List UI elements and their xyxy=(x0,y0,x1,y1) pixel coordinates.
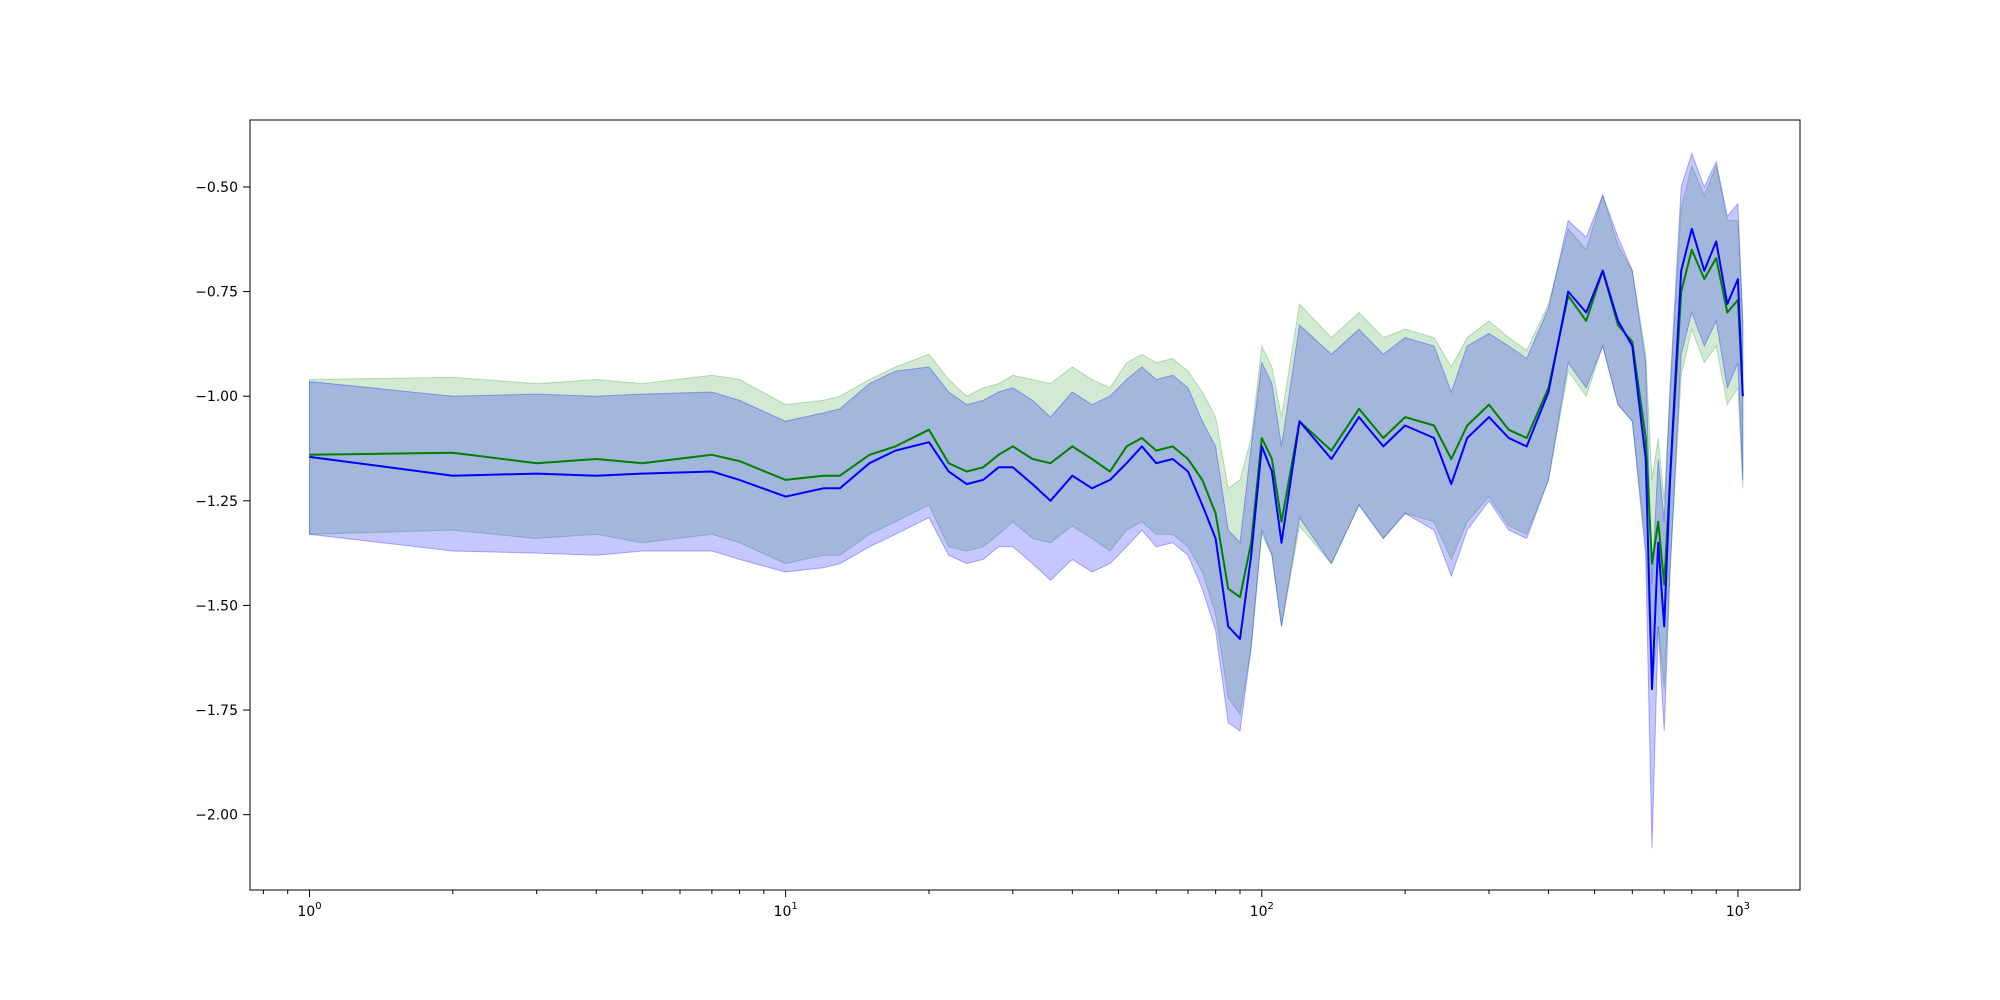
confidence-bands xyxy=(309,151,1744,849)
y-tick-label: −0.50 xyxy=(195,180,238,196)
series-lines xyxy=(309,227,1744,691)
y-tick-label: −2.00 xyxy=(195,808,238,824)
x-tick-label: 103 xyxy=(1726,901,1750,920)
series-2-line xyxy=(309,227,1744,691)
y-tick-label: −1.50 xyxy=(195,598,238,614)
x-tick-label: 102 xyxy=(1250,901,1274,920)
y-axis: −0.50 −0.75 −1.00 −1.25 −1.50 −1.75 −2.00 xyxy=(195,180,250,824)
y-tick-label: −1.75 xyxy=(195,703,238,719)
axes-frame xyxy=(249,119,1801,891)
y-tick-label: −1.00 xyxy=(195,389,238,405)
plot-area xyxy=(309,151,1744,849)
x-tick-label: 100 xyxy=(297,901,321,920)
series-1-line xyxy=(309,248,1744,599)
y-tick-label: −1.25 xyxy=(195,494,238,510)
x-axis: 100 101 102 103 xyxy=(262,890,1750,920)
y-tick-label: −0.75 xyxy=(195,285,238,301)
series-1-band xyxy=(309,164,1744,716)
series-2-band xyxy=(309,151,1744,849)
x-tick-label: 101 xyxy=(774,901,798,920)
